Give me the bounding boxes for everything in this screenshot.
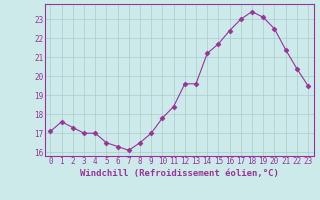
X-axis label: Windchill (Refroidissement éolien,°C): Windchill (Refroidissement éolien,°C) <box>80 169 279 178</box>
